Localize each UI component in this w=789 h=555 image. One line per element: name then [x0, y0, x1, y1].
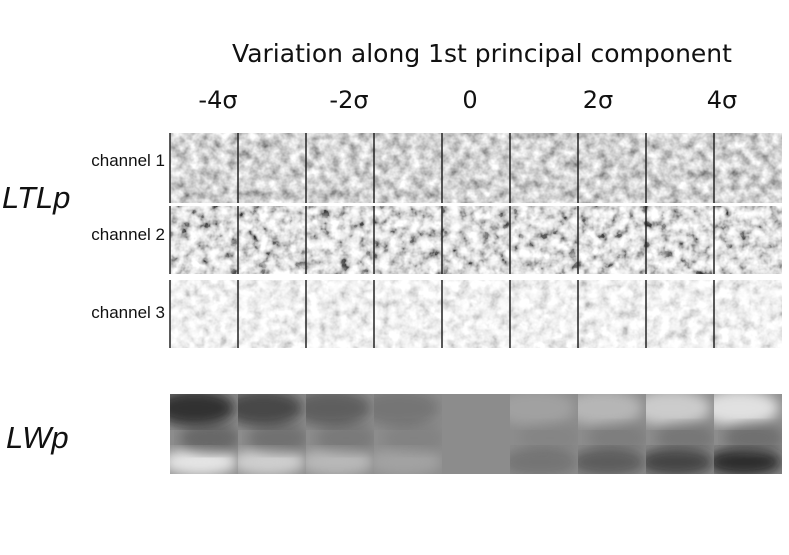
strip-tile [646, 394, 714, 474]
image-tile [442, 133, 510, 203]
strip-tile [714, 394, 782, 474]
strip-blob [238, 394, 303, 426]
strip-tile [170, 394, 238, 474]
image-tile [510, 133, 578, 203]
image-tile [306, 133, 374, 203]
strip-blob [306, 448, 374, 474]
strip-blob [248, 422, 306, 454]
column-label: 0 [462, 86, 477, 114]
strip-blob [724, 422, 782, 454]
image-tile [714, 133, 782, 203]
strip-blob [714, 448, 782, 474]
image-tile [306, 206, 374, 274]
strip-blob [316, 422, 374, 454]
strip-tile [578, 394, 646, 474]
image-grid [169, 133, 782, 474]
column-label: -4σ [198, 86, 237, 114]
strip-blob [510, 394, 575, 426]
row-label: channel 3 [91, 303, 165, 322]
image-tile [442, 206, 510, 274]
strip-blob [578, 394, 643, 426]
strip-tile [442, 394, 510, 474]
image-tile [238, 280, 306, 348]
row-label: channel 2 [91, 225, 165, 244]
image-tile [442, 280, 510, 348]
image-tile [170, 133, 238, 203]
strip-blob [374, 448, 442, 474]
image-tile [510, 280, 578, 348]
strip-tile [510, 394, 578, 474]
strip-blob [520, 422, 578, 454]
strip-blob [170, 448, 238, 474]
image-tile [646, 280, 714, 348]
group-label: LWp [6, 420, 69, 455]
strip-tile [374, 394, 442, 474]
image-tile [578, 133, 646, 203]
image-tile [374, 133, 442, 203]
strip-tile-base [442, 394, 510, 474]
image-tile [646, 206, 714, 274]
strip-blob [306, 394, 371, 426]
image-tile [714, 280, 782, 348]
strip-blob [510, 448, 578, 474]
image-tile [374, 206, 442, 274]
image-tile [238, 133, 306, 203]
strip-blob [170, 394, 235, 426]
strip-blob [656, 422, 714, 454]
strip-blob [646, 448, 714, 474]
group-label: LTLp [2, 180, 70, 215]
title: Variation along 1st principal component [232, 39, 732, 68]
strip-blob [646, 394, 711, 426]
strip-tile [306, 394, 374, 474]
strip-tile [238, 394, 306, 474]
image-tile [510, 206, 578, 274]
column-label: 2σ [583, 86, 613, 114]
strip-blob [588, 422, 646, 454]
image-tile [374, 280, 442, 348]
image-tile [578, 280, 646, 348]
strip-blob [578, 448, 646, 474]
image-tile [714, 206, 782, 274]
strip-blob [238, 448, 306, 474]
image-tile [170, 206, 238, 274]
strip-blob [714, 394, 779, 426]
image-tile [306, 280, 374, 348]
image-tile [646, 133, 714, 203]
strip-blob [180, 422, 238, 454]
row-label: channel 1 [91, 151, 165, 170]
image-tile [578, 206, 646, 274]
column-label: -2σ [329, 86, 368, 114]
strip-blob [384, 422, 442, 454]
column-label: 4σ [707, 86, 737, 114]
image-tile [170, 280, 238, 348]
image-tile [238, 206, 306, 274]
strip-blob [374, 394, 439, 426]
